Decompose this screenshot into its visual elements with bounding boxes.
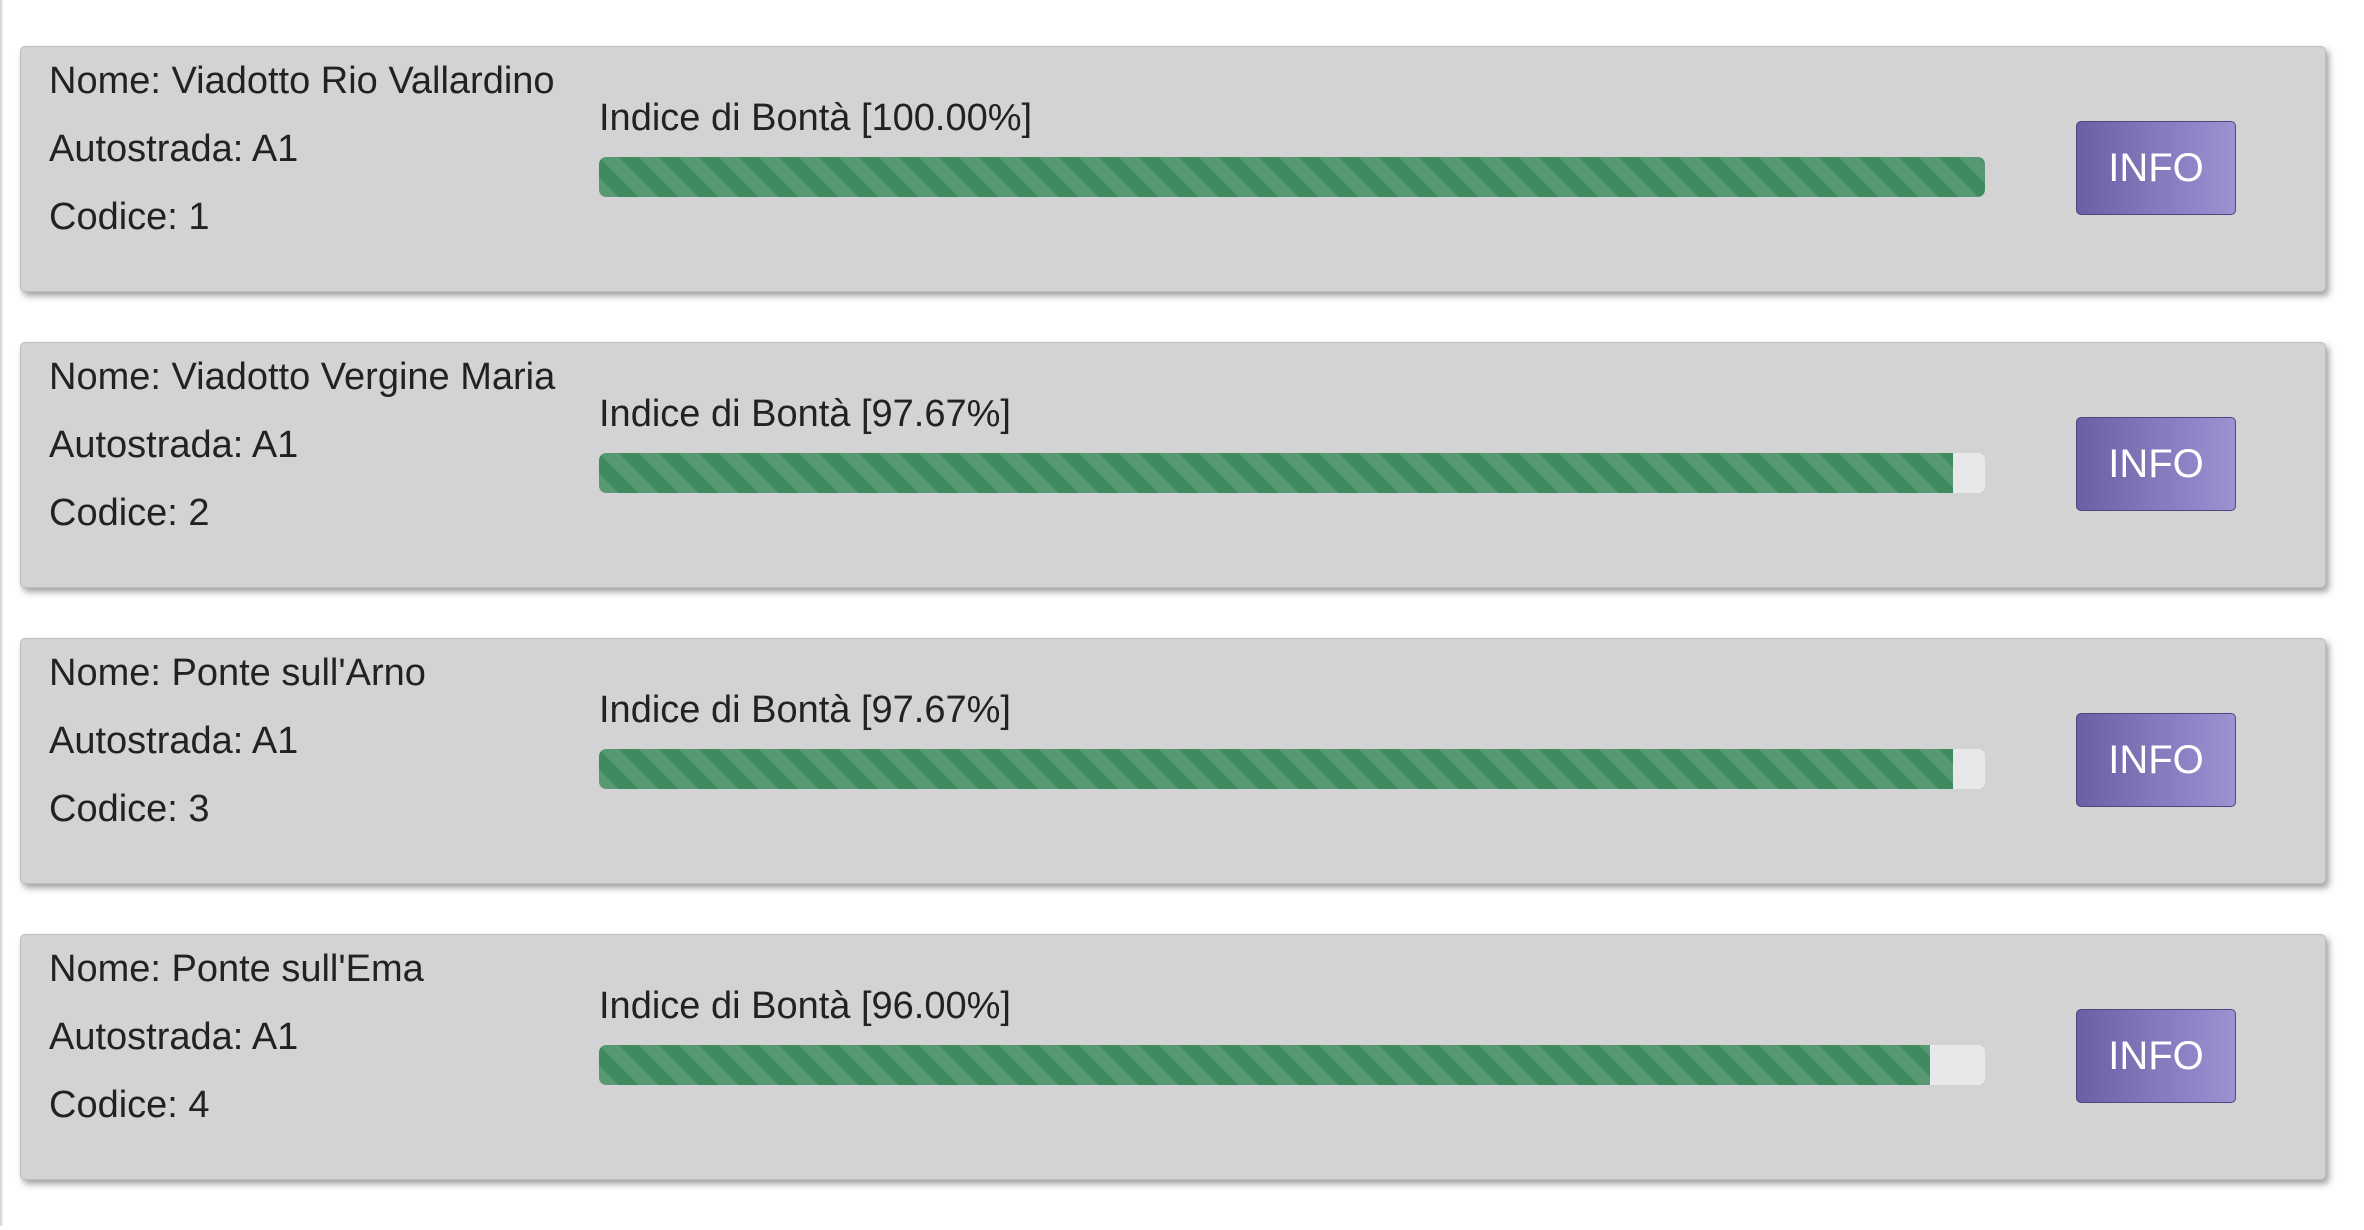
quality-progress-bar [599,453,1985,493]
bridge-name: Ponte sull'Ema [171,948,424,990]
info-button[interactable]: INFO [2076,713,2236,807]
bridge-highway: A1 [251,424,299,466]
bridge-name-line: Nome: Ponte sull'Arno [49,639,426,707]
name-prefix: Nome: [49,60,172,102]
bridge-card: Nome: Viadotto Rio Vallardino Autostrada… [20,46,2326,292]
quality-index: Indice di Bontà [97.67%] [599,685,1985,789]
bridge-highway-line: Autostrada: A1 [49,1003,424,1071]
index-value: [100.00%] [860,97,1033,139]
bridge-info: Nome: Ponte sull'Arno Autostrada: A1 Cod… [49,639,426,843]
bridge-code: 4 [188,1084,210,1126]
bridge-code-line: Codice: 2 [49,479,555,547]
quality-index: Indice di Bontà [100.00%] [599,93,1985,197]
bridge-highway-line: Autostrada: A1 [49,707,426,775]
bridge-card: Nome: Ponte sull'Ema Autostrada: A1 Codi… [20,934,2326,1180]
quality-index-label: Indice di Bontà [96.00%] [599,981,1985,1031]
index-value: [97.67%] [860,689,1011,731]
code-prefix: Codice: [49,788,189,830]
highway-prefix: Autostrada: [49,424,252,466]
page-left-edge [0,0,3,1226]
code-prefix: Codice: [49,1084,189,1126]
bridge-name-line: Nome: Ponte sull'Ema [49,935,424,1003]
quality-progress-bar [599,1045,1985,1085]
quality-index: Indice di Bontà [97.67%] [599,389,1985,493]
index-value: [96.00%] [860,985,1011,1027]
quality-progress-fill [599,157,1985,197]
bridge-info: Nome: Viadotto Vergine Maria Autostrada:… [49,343,555,547]
quality-index-label: Indice di Bontà [97.67%] [599,685,1985,735]
name-prefix: Nome: [49,652,172,694]
quality-progress-bar [599,157,1985,197]
quality-index-label: Indice di Bontà [97.67%] [599,389,1985,439]
bridge-name-line: Nome: Viadotto Rio Vallardino [49,47,555,115]
bridge-name: Viadotto Rio Vallardino [171,60,555,102]
highway-prefix: Autostrada: [49,720,252,762]
bridge-card: Nome: Ponte sull'Arno Autostrada: A1 Cod… [20,638,2326,884]
quality-progress-fill [599,453,1953,493]
bridge-name: Ponte sull'Arno [171,652,426,694]
name-prefix: Nome: [49,356,172,398]
bridge-code: 2 [188,492,210,534]
bridge-code: 3 [188,788,210,830]
quality-progress-bar [599,749,1985,789]
quality-index-label: Indice di Bontà [100.00%] [599,93,1985,143]
index-prefix: Indice di Bontà [599,985,861,1027]
info-button[interactable]: INFO [2076,1009,2236,1103]
bridge-info: Nome: Viadotto Rio Vallardino Autostrada… [49,47,555,251]
code-prefix: Codice: [49,196,189,238]
quality-index: Indice di Bontà [96.00%] [599,981,1985,1085]
highway-prefix: Autostrada: [49,128,252,170]
bridge-code-line: Codice: 1 [49,183,555,251]
index-prefix: Indice di Bontà [599,97,861,139]
bridge-list: Nome: Viadotto Rio Vallardino Autostrada… [20,46,2326,1230]
bridge-highway: A1 [251,1016,299,1058]
bridge-code: 1 [188,196,210,238]
bridge-info: Nome: Ponte sull'Ema Autostrada: A1 Codi… [49,935,424,1139]
info-button[interactable]: INFO [2076,121,2236,215]
index-prefix: Indice di Bontà [599,689,861,731]
highway-prefix: Autostrada: [49,1016,252,1058]
bridge-code-line: Codice: 3 [49,775,426,843]
bridge-highway: A1 [251,720,299,762]
bridge-highway-line: Autostrada: A1 [49,115,555,183]
bridge-highway: A1 [251,128,299,170]
name-prefix: Nome: [49,948,172,990]
code-prefix: Codice: [49,492,189,534]
bridge-code-line: Codice: 4 [49,1071,424,1139]
quality-progress-fill [599,749,1953,789]
bridge-highway-line: Autostrada: A1 [49,411,555,479]
bridge-name: Viadotto Vergine Maria [171,356,556,398]
bridge-name-line: Nome: Viadotto Vergine Maria [49,343,555,411]
info-button[interactable]: INFO [2076,417,2236,511]
bridge-card: Nome: Viadotto Vergine Maria Autostrada:… [20,342,2326,588]
index-prefix: Indice di Bontà [599,393,861,435]
quality-progress-fill [599,1045,1930,1085]
index-value: [97.67%] [860,393,1011,435]
